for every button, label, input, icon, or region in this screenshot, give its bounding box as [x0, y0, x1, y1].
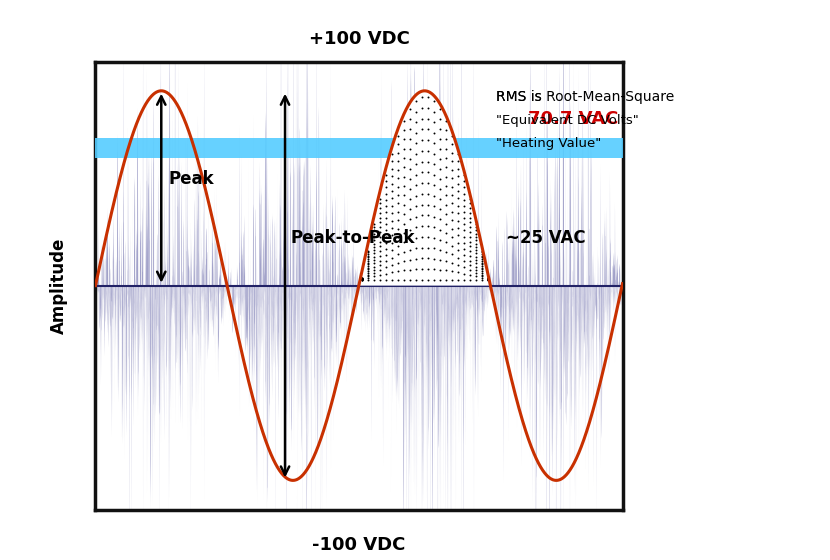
- Text: RMS is Root-Mean-Square: RMS is Root-Mean-Square: [496, 90, 674, 104]
- Text: ~25 VAC: ~25 VAC: [505, 228, 585, 247]
- Text: -100 VDC: -100 VDC: [312, 536, 406, 554]
- Text: 70.7 VAC: 70.7 VAC: [529, 110, 618, 128]
- Text: "Equivalent DC Volts": "Equivalent DC Volts": [496, 114, 639, 127]
- Text: Peak: Peak: [168, 170, 214, 188]
- Text: Peak-to-Peak: Peak-to-Peak: [290, 228, 415, 247]
- Text: +100 VDC: +100 VDC: [309, 30, 409, 48]
- Text: RMS is: RMS is: [496, 90, 546, 104]
- Polygon shape: [359, 91, 491, 286]
- Text: Amplitude: Amplitude: [50, 237, 67, 334]
- Text: "Heating Value": "Heating Value": [496, 137, 602, 150]
- Bar: [95, 138, 622, 157]
